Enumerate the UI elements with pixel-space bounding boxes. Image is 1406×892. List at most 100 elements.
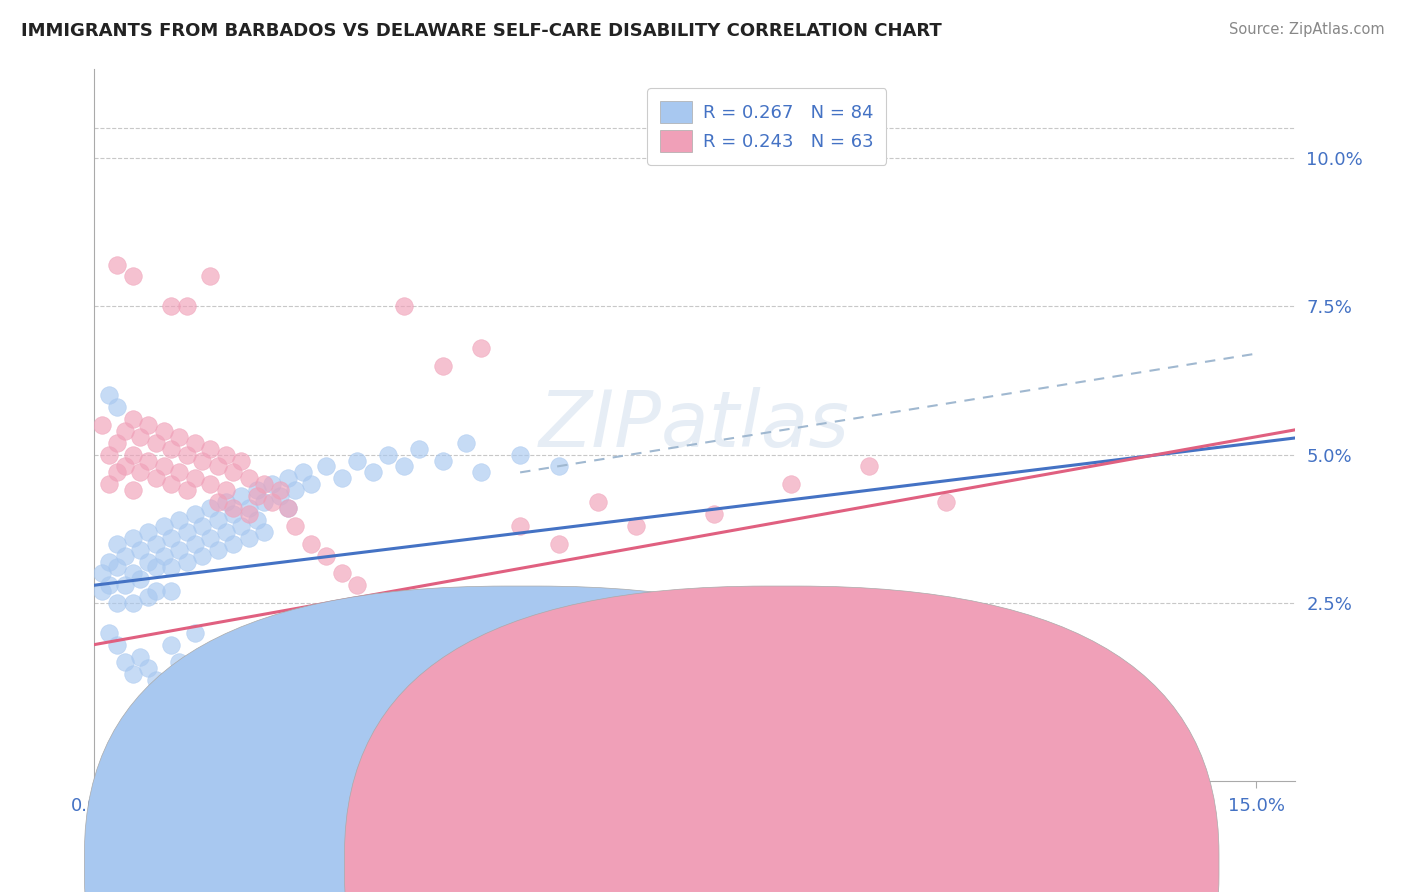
- Point: [198, 531, 221, 545]
- Point: [145, 435, 167, 450]
- Point: [160, 477, 183, 491]
- Point: [121, 483, 143, 498]
- Point: [214, 448, 236, 462]
- Point: [207, 513, 229, 527]
- Point: [277, 471, 299, 485]
- Point: [183, 625, 205, 640]
- Point: [105, 400, 128, 414]
- Point: [470, 341, 492, 355]
- Point: [136, 554, 159, 568]
- Point: [167, 542, 190, 557]
- Point: [432, 359, 454, 373]
- Point: [509, 448, 531, 462]
- Point: [98, 554, 121, 568]
- Point: [198, 501, 221, 516]
- Point: [231, 489, 253, 503]
- Point: [152, 459, 174, 474]
- Point: [90, 417, 112, 432]
- Point: [284, 519, 307, 533]
- Point: [361, 466, 384, 480]
- Point: [145, 537, 167, 551]
- Point: [222, 501, 245, 516]
- Point: [121, 448, 143, 462]
- Point: [183, 537, 205, 551]
- Point: [160, 299, 183, 313]
- Point: [454, 435, 477, 450]
- Point: [246, 489, 269, 503]
- Point: [262, 495, 284, 509]
- Point: [167, 466, 190, 480]
- Point: [145, 584, 167, 599]
- Point: [176, 299, 198, 313]
- Point: [214, 495, 236, 509]
- Point: [152, 685, 174, 699]
- Point: [269, 489, 291, 503]
- Point: [121, 596, 143, 610]
- Point: [183, 435, 205, 450]
- Point: [858, 459, 880, 474]
- Point: [191, 519, 214, 533]
- Point: [136, 590, 159, 604]
- Point: [432, 453, 454, 467]
- Point: [98, 448, 121, 462]
- Point: [114, 459, 136, 474]
- Point: [207, 459, 229, 474]
- Point: [136, 417, 159, 432]
- Point: [114, 656, 136, 670]
- Point: [253, 524, 276, 539]
- Point: [408, 442, 430, 456]
- Point: [284, 483, 307, 498]
- Point: [222, 537, 245, 551]
- Point: [253, 495, 276, 509]
- Point: [105, 560, 128, 574]
- Point: [98, 477, 121, 491]
- Point: [238, 471, 260, 485]
- Point: [392, 299, 415, 313]
- Point: [222, 466, 245, 480]
- Point: [167, 513, 190, 527]
- Point: [277, 501, 299, 516]
- Point: [191, 453, 214, 467]
- Point: [377, 448, 399, 462]
- Point: [105, 537, 128, 551]
- Point: [136, 524, 159, 539]
- Point: [299, 477, 322, 491]
- Point: [160, 560, 183, 574]
- Point: [626, 519, 648, 533]
- Point: [105, 258, 128, 272]
- Point: [780, 477, 803, 491]
- Point: [121, 531, 143, 545]
- Point: [269, 483, 291, 498]
- Point: [346, 453, 368, 467]
- Point: [231, 453, 253, 467]
- Point: [330, 566, 353, 581]
- Point: [198, 477, 221, 491]
- Point: [214, 524, 236, 539]
- Point: [238, 531, 260, 545]
- Point: [246, 513, 269, 527]
- Point: [299, 537, 322, 551]
- Point: [152, 519, 174, 533]
- Point: [207, 495, 229, 509]
- Point: [198, 442, 221, 456]
- Point: [315, 549, 337, 563]
- Point: [121, 566, 143, 581]
- Point: [262, 477, 284, 491]
- Point: [330, 471, 353, 485]
- Text: Immigrants from Barbados: Immigrants from Barbados: [543, 856, 766, 874]
- Point: [105, 596, 128, 610]
- Point: [121, 269, 143, 284]
- Point: [129, 649, 152, 664]
- Point: [98, 388, 121, 402]
- Point: [183, 471, 205, 485]
- Point: [98, 625, 121, 640]
- Point: [231, 519, 253, 533]
- Point: [703, 507, 725, 521]
- Point: [222, 507, 245, 521]
- Point: [470, 466, 492, 480]
- Point: [160, 531, 183, 545]
- Point: [315, 459, 337, 474]
- Point: [935, 495, 957, 509]
- Point: [152, 549, 174, 563]
- Point: [129, 572, 152, 586]
